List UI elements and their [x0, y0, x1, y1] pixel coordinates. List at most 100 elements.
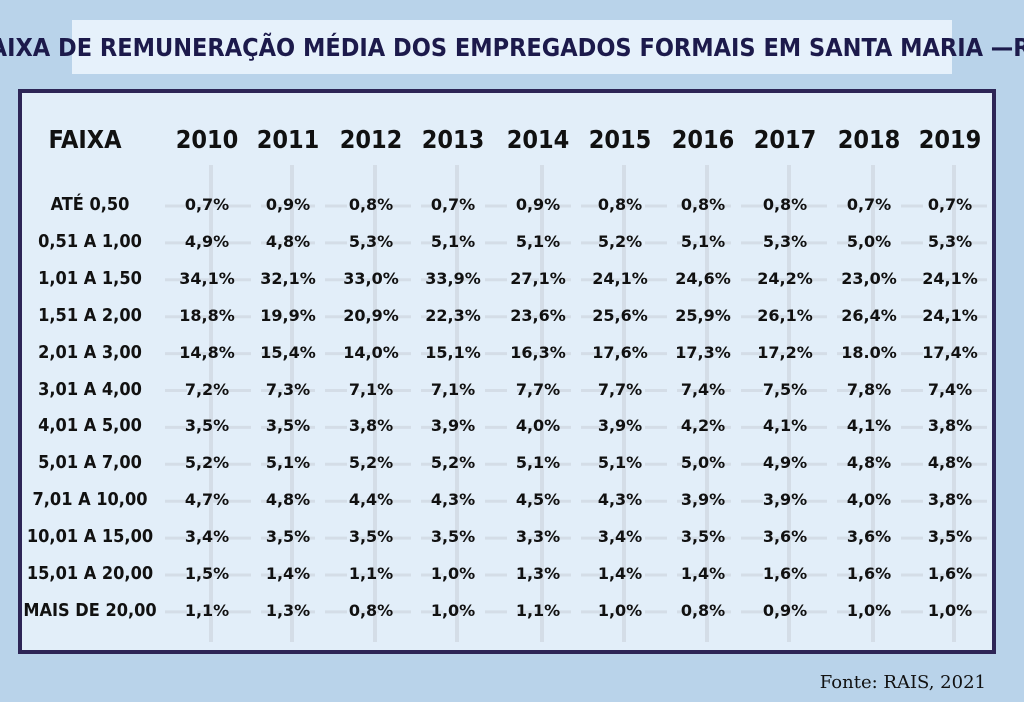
table-cell: 5,2%: [597, 231, 643, 251]
table-cell: 1,3%: [515, 564, 561, 583]
table-cell: 0,8%: [680, 600, 726, 620]
title-banner: FAIXA DE REMUNERAÇÃO MÉDIA DOS EMPREGADO…: [0, 20, 1024, 74]
table-cell: 24,1%: [592, 268, 648, 288]
table-cell: 7,8%: [846, 379, 892, 399]
table-cell: 3,8%: [348, 416, 394, 436]
header-year-2015: 2015: [588, 125, 652, 154]
table-cell: 3,5%: [680, 527, 726, 547]
table-cell: 33,9%: [425, 268, 481, 288]
table-cell: 5,3%: [762, 231, 808, 251]
table-cell: 5,1%: [515, 453, 561, 473]
chart-title: FAIXA DE REMUNERAÇÃO MÉDIA DOS EMPREGADO…: [0, 32, 1024, 62]
table-cell: 3,9%: [430, 416, 476, 436]
table-cell: 1,5%: [184, 564, 230, 583]
table-cell: 1,0%: [430, 600, 476, 620]
table-cell: 15,4%: [260, 342, 316, 362]
table-cell: 4,1%: [762, 416, 808, 436]
table-cell: 5,0%: [846, 231, 892, 251]
table-cell: 4,3%: [430, 490, 476, 510]
table-cell: 26,1%: [757, 305, 813, 325]
table-cell: 1,4%: [265, 564, 311, 583]
table-cell: 7,3%: [265, 379, 311, 399]
table-cell: 25,6%: [592, 305, 648, 325]
table-cell: 4,9%: [184, 231, 230, 251]
table-cell: 5,2%: [348, 453, 394, 473]
table-cell: 0,9%: [762, 600, 808, 620]
table-cell: 18.0%: [841, 342, 897, 362]
table-cell: 0,8%: [597, 195, 643, 214]
table-cell: 4,0%: [515, 416, 561, 436]
table-cell: 5,1%: [515, 231, 561, 251]
table-cell: 16,3%: [510, 342, 566, 362]
table-cell: 7,4%: [680, 379, 726, 399]
table-cell: 1,4%: [680, 564, 726, 583]
table-cell: 3,5%: [927, 527, 973, 547]
table-cell: 25,9%: [675, 305, 731, 325]
table-cell: 7,2%: [184, 379, 230, 399]
table-cell: 24,1%: [922, 268, 978, 288]
table-cell: 24,2%: [757, 268, 813, 288]
table-cell: 7,4%: [927, 379, 973, 399]
table-cell: 0,7%: [430, 195, 476, 214]
table-cell: 7,7%: [597, 379, 643, 399]
table-cell: 1,1%: [348, 564, 394, 583]
table-cell: 3,5%: [265, 527, 311, 547]
header-year-2018: 2018: [837, 125, 901, 154]
table-cell: 22,3%: [425, 305, 481, 325]
table-cell: 5,3%: [348, 231, 394, 251]
table-cell: 15,1%: [425, 342, 481, 362]
row-label: 7,01 A 10,00: [32, 489, 148, 511]
row-label: 1,51 A 2,00: [38, 304, 142, 326]
table-cell: 5,2%: [430, 453, 476, 473]
table-cell: 32,1%: [260, 268, 316, 288]
table-cell: 23,6%: [510, 305, 566, 325]
table-cell: 4,1%: [846, 416, 892, 436]
table-cell: 1,1%: [184, 600, 230, 620]
table-cell: 5,2%: [184, 453, 230, 473]
table-cell: 4,2%: [680, 416, 726, 436]
table-cell: 23,0%: [841, 268, 897, 288]
row-label: 4,01 A 5,00: [38, 415, 142, 437]
row-label: ATÉ 0,50: [50, 194, 130, 215]
row-label: 2,01 A 3,00: [38, 341, 142, 363]
row-label: 15,01 A 20,00: [26, 563, 154, 584]
source-note: Fonte: RAIS, 2021: [819, 672, 986, 693]
table-cell: 0,8%: [348, 600, 394, 620]
table-cell: 0,8%: [348, 195, 394, 214]
table-cell: 0,9%: [515, 195, 561, 214]
table-cell: 3,3%: [515, 527, 561, 547]
table-cell: 3,5%: [430, 527, 476, 547]
table-cell: 1,3%: [265, 600, 311, 620]
table-cell: 3,8%: [927, 416, 973, 436]
table-cell: 27,1%: [510, 268, 566, 288]
table-cell: 19,9%: [260, 305, 316, 325]
table-cell: 1,4%: [597, 564, 643, 583]
table-cell: 0,7%: [927, 195, 973, 214]
table-cell: 7,5%: [762, 379, 808, 399]
table-cell: 18,8%: [179, 305, 235, 325]
table-cell: 3,6%: [846, 527, 892, 547]
header-year-2010: 2010: [175, 125, 239, 154]
header-year-2014: 2014: [506, 125, 570, 154]
table-cell: 4,9%: [762, 453, 808, 473]
table-cell: 17,2%: [757, 342, 813, 362]
table-cell: 0,9%: [265, 195, 311, 214]
table-cell: 17,6%: [592, 342, 648, 362]
table-cell: 24,1%: [922, 305, 978, 325]
table-cell: 4,5%: [515, 490, 561, 510]
table-cell: 4,8%: [265, 231, 311, 251]
header-year-2016: 2016: [671, 125, 735, 154]
row-label: 0,51 A 1,00: [38, 230, 142, 252]
table-cell: 0,7%: [184, 195, 230, 214]
header-faixa: FAIXA: [48, 125, 122, 154]
table-panel: [18, 89, 996, 654]
table-cell: 24,6%: [675, 268, 731, 288]
table-cell: 3,9%: [597, 416, 643, 436]
header-year-2013: 2013: [421, 125, 485, 154]
table-cell: 17,4%: [922, 342, 978, 362]
table-cell: 4,0%: [846, 490, 892, 510]
table-cell: 5,1%: [597, 453, 643, 473]
table-cell: 3,4%: [184, 527, 230, 547]
table-cell: 3,8%: [927, 490, 973, 510]
